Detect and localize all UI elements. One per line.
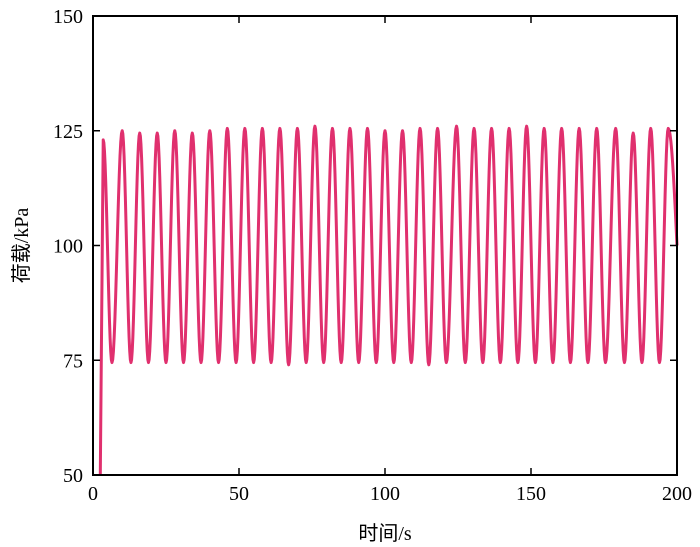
y-tick-label: 75 (63, 350, 83, 372)
x-tick-label: 100 (370, 483, 400, 505)
x-tick-label: 150 (516, 483, 546, 505)
series-layer (98, 124, 679, 476)
x-tick-label: 200 (662, 483, 692, 505)
x-tick-label: 50 (229, 483, 249, 505)
y-tick-label: 125 (53, 121, 83, 143)
x-axis-title: 时间/s (358, 522, 412, 545)
series-line-load (98, 124, 679, 476)
y-tick-label: 50 (63, 465, 83, 487)
y-tick-label: 100 (53, 236, 83, 258)
y-axis-title: 荷载/kPa (10, 208, 33, 284)
y-tick-label: 150 (53, 6, 83, 28)
x-tick-label: 0 (88, 483, 98, 505)
